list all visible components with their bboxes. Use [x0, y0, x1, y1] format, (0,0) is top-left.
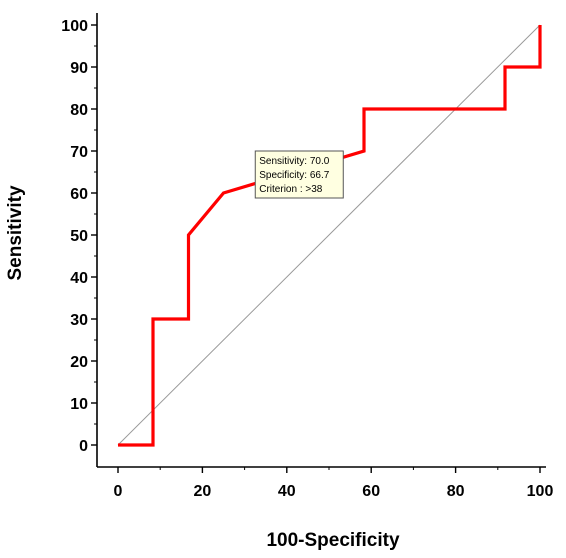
x-tick-label: 20 — [194, 483, 212, 500]
y-tick-label: 70 — [70, 144, 88, 161]
criterion-tooltip: Sensitivity: 70.0 Specificity: 66.7 Criter… — [254, 150, 344, 199]
y-tick-label: 30 — [70, 312, 88, 329]
x-tick-label: 80 — [447, 483, 465, 500]
x-tick-label: 100 — [527, 483, 554, 500]
tooltip-box — [254, 150, 344, 199]
y-tick-label: 90 — [70, 60, 88, 77]
x-tick-label: 0 — [114, 483, 123, 500]
y-tick-label: 50 — [70, 228, 88, 245]
y-axis-title: Sensitivity — [5, 185, 26, 280]
tooltip-line: Sensitivity: 70.0 — [259, 156, 329, 167]
tooltip-line: Criterion : >38 — [259, 184, 323, 195]
reference-diagonal-line — [117, 24, 541, 446]
tooltip-line: Specificity: 66.7 — [259, 170, 329, 181]
y-tick-label: 20 — [70, 354, 88, 371]
y-tick-label: 60 — [70, 186, 88, 203]
x-tick-label: 40 — [278, 483, 296, 500]
series-layer — [117, 24, 542, 447]
y-tick-label: 10 — [70, 396, 88, 413]
y-tick-label: 80 — [70, 102, 88, 119]
y-tick-label: 40 — [70, 270, 88, 287]
y-tick-label: 100 — [61, 18, 88, 35]
axes-layer: 0 10 20 30 40 50 60 70 80 90 100 0 20 40 60 80 100 — [61, 13, 553, 500]
x-tick-label: 60 — [362, 483, 380, 500]
y-tick-label: 0 — [79, 438, 88, 455]
x-axis-title: 100-Specificity — [266, 530, 399, 551]
